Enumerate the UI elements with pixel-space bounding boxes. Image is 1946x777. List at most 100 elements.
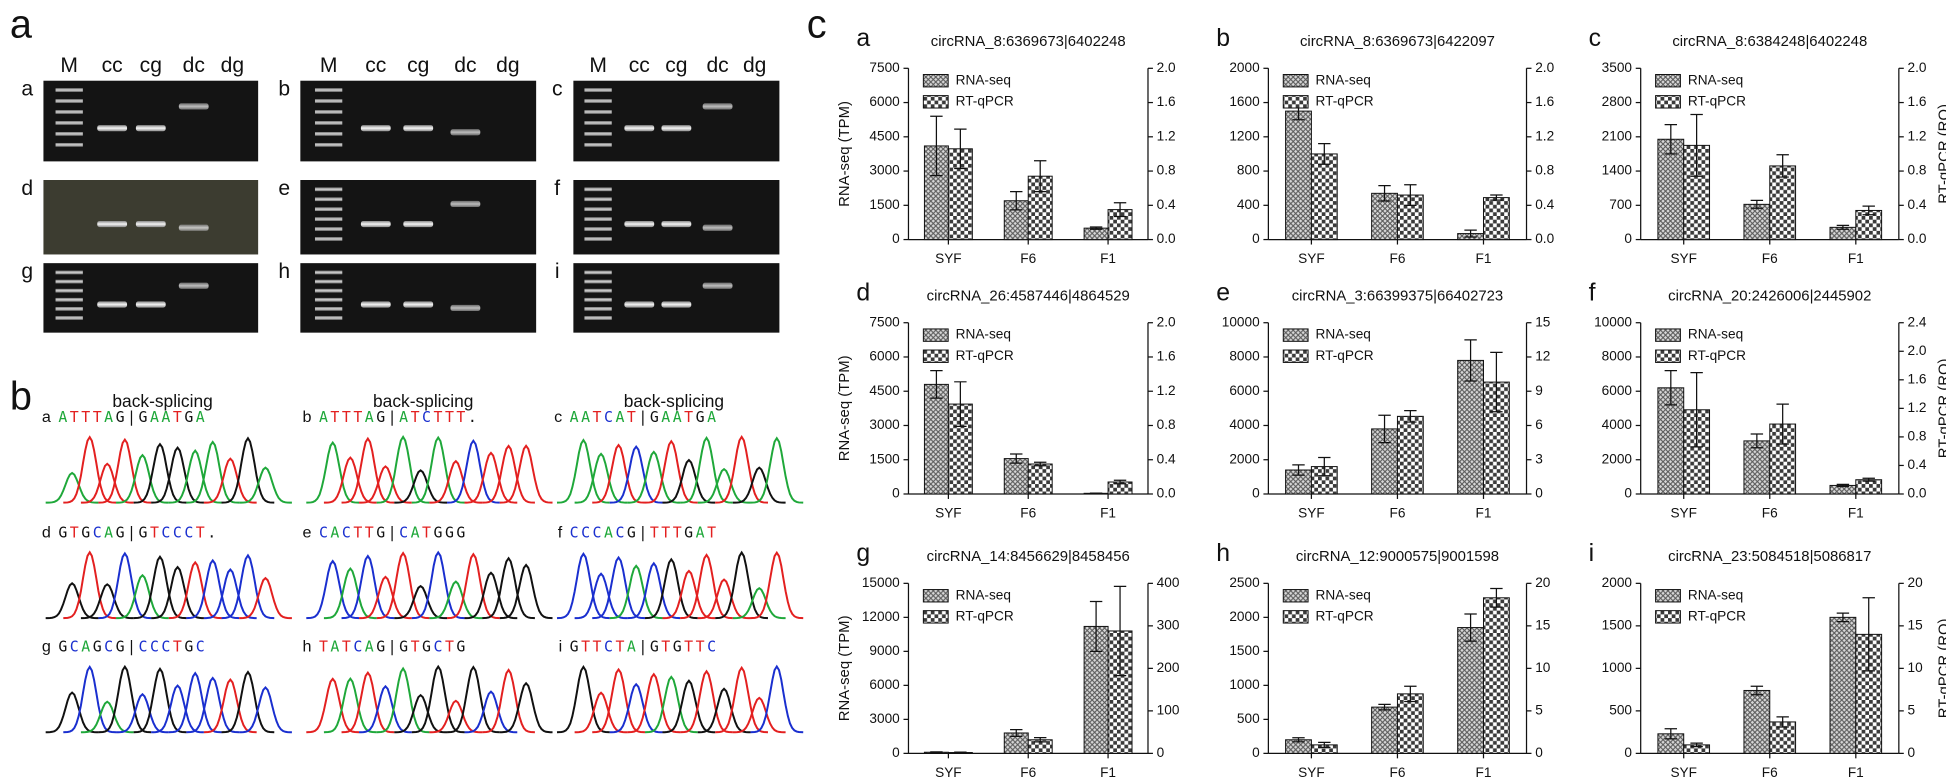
legend-label: RNA-seq — [956, 327, 1011, 342]
x-tick-label: SYF — [935, 765, 962, 777]
y2-axis-label: RT-qPCR (RQ) — [1936, 618, 1946, 718]
error-bar — [1292, 737, 1305, 743]
y2-axis-label: RT-qPCR (RQ) — [1936, 104, 1946, 204]
peak — [323, 456, 377, 504]
error-bar — [1010, 190, 1023, 211]
peak — [732, 586, 786, 620]
bar — [1027, 463, 1053, 495]
x-tick-label: F1 — [1848, 505, 1864, 520]
legend-label: RNA-seq — [1316, 327, 1371, 342]
peak — [429, 580, 483, 620]
y-tick-label: 1400 — [1602, 163, 1633, 178]
chart-letter: h — [1216, 540, 1230, 567]
y-tick-label: 0 — [892, 745, 900, 760]
x-tick-label: F1 — [1100, 505, 1116, 520]
peak — [168, 560, 222, 620]
ladder-band — [314, 197, 343, 202]
ladder-band — [314, 99, 343, 103]
y2-tick-label: 1.6 — [1535, 94, 1554, 109]
y-tick-label: 8000 — [1602, 349, 1633, 364]
gel-letter: h — [278, 260, 290, 283]
peak — [151, 565, 204, 620]
y2-tick-label: 2.0 — [1535, 60, 1554, 75]
peak — [133, 667, 187, 734]
chart-title: circRNA_20:2426006|2445902 — [1668, 288, 1871, 304]
ladder-band — [314, 217, 343, 221]
y-tick-label: 2000 — [1602, 575, 1633, 590]
chart-letter: d — [856, 279, 870, 306]
ladder-band — [314, 88, 343, 92]
error-bar — [1292, 464, 1305, 476]
chart-title: circRNA_3:66399375|66402723 — [1292, 288, 1503, 304]
peak — [411, 664, 465, 734]
peak — [499, 563, 553, 620]
peak — [662, 458, 716, 504]
error-bar — [1862, 597, 1875, 672]
y-tick-label: 2000 — [1229, 451, 1260, 466]
peak — [482, 668, 535, 734]
ladder-band — [55, 270, 83, 275]
y2-tick-label: 200 — [1157, 660, 1180, 675]
error-bar — [1776, 154, 1789, 178]
y2-tick-label: 2.0 — [1908, 60, 1927, 75]
legend-label: RNA-seq — [956, 72, 1011, 87]
peak — [341, 554, 395, 620]
error-bar — [1089, 226, 1103, 230]
peak — [609, 564, 663, 620]
y-tick-label: 0 — [1252, 231, 1260, 246]
lane-label: dc — [183, 54, 205, 77]
sequence: GCAGCG|CCCTGC — [58, 638, 207, 656]
x-tick-label: F1 — [1476, 251, 1492, 266]
peak — [63, 664, 117, 734]
bar — [1855, 479, 1883, 495]
error-bar — [1690, 372, 1703, 448]
sample-band — [450, 304, 481, 312]
y2-tick-label: 0.4 — [1157, 197, 1176, 212]
chart-letter: f — [1589, 279, 1596, 306]
peak — [446, 552, 500, 620]
x-tick-label: SYF — [1298, 251, 1325, 266]
error-bar — [1033, 737, 1047, 743]
peak — [411, 550, 465, 620]
y2-axis-label: RT-qPCR (RQ) — [1936, 358, 1946, 458]
gel-letter: g — [21, 260, 33, 283]
peak — [221, 553, 275, 620]
legend-label: RNA-seq — [1316, 72, 1371, 87]
y-tick-label: 10000 — [1594, 314, 1632, 329]
chart-letter: i — [1589, 540, 1595, 567]
sample-band — [661, 220, 692, 228]
peak — [151, 446, 204, 504]
y-tick-label: 3000 — [869, 163, 900, 178]
chart-letter: a — [856, 25, 870, 52]
ladder-band — [584, 132, 612, 136]
x-tick-label: F6 — [1020, 251, 1036, 266]
x-tick-label: F6 — [1020, 505, 1036, 520]
ladder-band — [584, 121, 612, 125]
y-tick-label: 3000 — [869, 417, 900, 432]
y2-tick-label: 0.8 — [1908, 429, 1927, 444]
trace-letter: h — [303, 638, 312, 656]
x-tick-label: F6 — [1762, 505, 1778, 520]
peak — [556, 664, 610, 734]
peak — [341, 436, 395, 504]
y2-tick-label: 20 — [1908, 575, 1924, 590]
y-tick-label: 0 — [1252, 745, 1260, 760]
trace-letter: g — [42, 638, 51, 656]
peak — [116, 573, 169, 620]
peak — [45, 471, 99, 504]
panel-label: a — [10, 2, 33, 46]
peak — [359, 465, 412, 504]
error-bar — [1378, 414, 1391, 444]
peak — [609, 445, 663, 504]
peak — [574, 691, 628, 734]
bar — [1003, 458, 1029, 495]
y2-tick-label: 6 — [1535, 417, 1543, 432]
x-tick-label: F1 — [1100, 251, 1116, 266]
peak — [680, 553, 733, 620]
error-bar — [1010, 728, 1023, 737]
y2-tick-label: 1.2 — [1908, 128, 1927, 143]
gel-letter: e — [278, 177, 290, 200]
ladder-band — [55, 142, 83, 147]
y-tick-label: 2500 — [1229, 575, 1260, 590]
y-tick-label: 1600 — [1229, 94, 1260, 109]
